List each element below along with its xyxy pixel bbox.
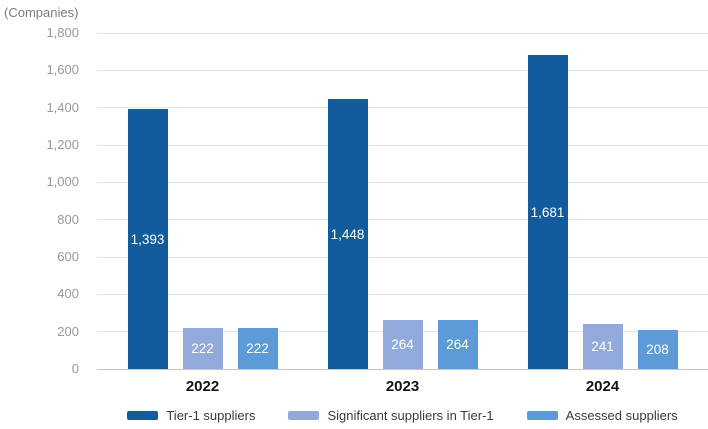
bar-value-label: 222 <box>246 341 269 356</box>
y-tick-label: 0 <box>71 361 79 376</box>
bar-series3-2022: 222 <box>237 328 278 369</box>
bar-series2-2024: 241 <box>582 324 623 369</box>
x-axis-baseline <box>97 368 708 370</box>
gridline <box>97 256 708 258</box>
bar-value-label: 264 <box>446 337 469 352</box>
y-tick-label: 1,800 <box>46 25 79 40</box>
y-tick-label: 800 <box>57 211 79 227</box>
bar-value-label: 241 <box>591 339 614 354</box>
bar-group-2023: 1,448 264 264 <box>327 99 478 369</box>
y-tick-label: 1,400 <box>46 99 79 115</box>
gridline <box>97 107 708 109</box>
bar-series1-2024: 1,681 <box>527 55 568 369</box>
bar-value-label: 264 <box>391 337 414 352</box>
y-tick-label: 400 <box>57 286 79 302</box>
y-tick-label: 1,200 <box>46 137 79 152</box>
gridline <box>97 144 708 146</box>
bar-value-label: 1,448 <box>330 226 365 242</box>
bar-group-2022: 1,393 222 222 <box>127 109 278 369</box>
bar-value-label: 208 <box>646 342 669 357</box>
legend-item-1: Tier-1 suppliers <box>127 408 255 423</box>
gridline <box>97 219 708 221</box>
bar-value-label: 222 <box>191 341 214 356</box>
legend-label: Significant suppliers in Tier-1 <box>327 408 494 423</box>
y-tick-label: 200 <box>57 323 79 339</box>
plot-area: 1,393 222 222 1,448 264 264 1,681 241 208 <box>97 32 708 370</box>
y-axis-unit-label: (Companies) <box>4 5 79 20</box>
bar-series1-2022: 1,393 <box>127 109 168 369</box>
gridline <box>97 32 708 34</box>
bar-series2-2023: 264 <box>382 320 423 369</box>
x-category-label-2022: 2022 <box>185 378 220 395</box>
bar-series1-2023: 1,448 <box>327 99 368 369</box>
gridline <box>97 181 708 183</box>
y-tick-label: 1,600 <box>46 62 79 78</box>
legend-swatch-icon <box>526 411 558 420</box>
bar-value-label: 1,681 <box>530 204 565 220</box>
bar-series2-2022: 222 <box>182 328 223 369</box>
legend-label: Assessed suppliers <box>565 408 678 423</box>
legend-item-3: Assessed suppliers <box>526 408 678 423</box>
legend-item-2: Significant suppliers in Tier-1 <box>288 408 494 423</box>
bar-group-2024: 1,681 241 208 <box>527 55 678 369</box>
bar-series3-2023: 264 <box>437 320 478 369</box>
gridline <box>97 293 708 295</box>
legend-swatch-icon <box>127 411 159 420</box>
x-category-label-2024: 2024 <box>585 378 620 395</box>
legend: Tier-1 suppliers Significant suppliers in… <box>97 408 708 423</box>
legend-label: Tier-1 suppliers <box>166 408 256 423</box>
bar-value-label: 1,393 <box>130 231 165 247</box>
legend-swatch-icon <box>288 411 320 420</box>
y-tick-label: 1,000 <box>46 174 79 190</box>
bar-series3-2024: 208 <box>637 330 678 369</box>
x-category-label-2023: 2023 <box>385 378 420 395</box>
y-tick-label: 600 <box>57 249 79 264</box>
gridline <box>97 69 708 71</box>
